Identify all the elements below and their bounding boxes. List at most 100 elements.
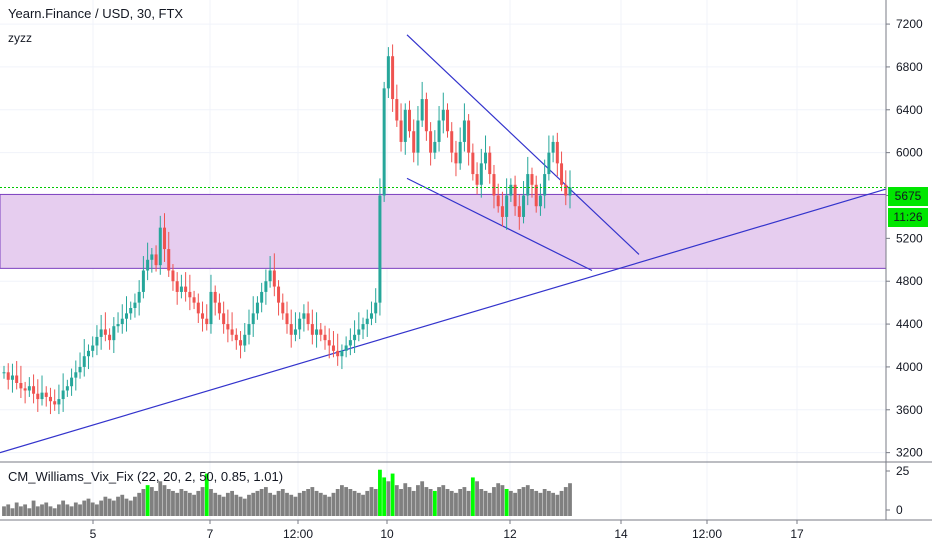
histogram-bar [344, 487, 349, 516]
chart-title: Yearn.Finance / USD, 30, FTX [8, 6, 184, 21]
candle-body [40, 392, 44, 400]
histogram-bar [314, 490, 319, 516]
candle-body [192, 297, 196, 303]
histogram-bar [65, 504, 70, 516]
candle-body [70, 377, 74, 387]
candle-body [454, 152, 458, 164]
histogram-bar [525, 485, 530, 516]
candle-body [395, 99, 399, 121]
histogram-bar [361, 494, 365, 516]
histogram-bar [470, 477, 475, 516]
x-tick-label: 10 [380, 527, 394, 541]
histogram-bar [365, 490, 370, 516]
candle-body [23, 388, 27, 391]
candle-body [112, 326, 116, 341]
candle-body [517, 206, 521, 217]
histogram-bar [268, 492, 273, 516]
histogram-bar [538, 492, 543, 516]
candle-body [285, 313, 289, 325]
histogram-bar [78, 504, 82, 516]
histogram-bar [35, 506, 40, 516]
candle-body [124, 313, 128, 319]
histogram-bar [534, 490, 539, 516]
histogram-bar [517, 489, 522, 516]
candle-body [500, 206, 504, 217]
x-tick-label: 12 [503, 527, 517, 541]
histogram-bar [483, 490, 488, 516]
histogram-bar [263, 487, 268, 516]
candle-body [209, 291, 213, 325]
candle-body [234, 334, 238, 341]
candle-body [522, 195, 526, 217]
histogram-bar [141, 489, 146, 516]
histogram-bar [230, 490, 234, 516]
histogram-bar [352, 490, 357, 516]
candle-body [424, 99, 428, 132]
y-tick-label: 6400 [896, 103, 923, 117]
candle-body [281, 302, 285, 314]
histogram-bar [542, 489, 547, 516]
candlestick-series [2, 44, 572, 415]
histogram-bar [116, 496, 120, 516]
indicator-y-tick-label: 0 [896, 503, 903, 517]
candle-body [310, 324, 314, 335]
histogram-bar [297, 492, 302, 516]
candle-body [19, 383, 23, 389]
histogram-bar [27, 508, 32, 516]
histogram-bar [175, 492, 180, 516]
histogram-bar [551, 492, 556, 516]
candle-body [416, 120, 420, 153]
indicator-histogram [0, 461, 932, 516]
candle-body [137, 291, 141, 303]
histogram-bar [323, 494, 327, 516]
candle-body [353, 334, 357, 341]
candle-body [319, 329, 323, 335]
histogram-bar [521, 487, 526, 516]
candle-body [57, 399, 61, 405]
histogram-bar [466, 490, 471, 516]
candle-body [272, 270, 276, 287]
histogram-bar [234, 494, 239, 516]
histogram-bar [69, 506, 74, 516]
candle-body [437, 120, 441, 142]
candle-body [479, 163, 483, 185]
candle-body [10, 375, 14, 380]
candle-body [560, 163, 564, 185]
histogram-bar [6, 504, 11, 516]
histogram-bar [340, 485, 344, 516]
candle-body [99, 329, 103, 337]
histogram-bar [285, 492, 289, 516]
candle-body [163, 227, 167, 250]
histogram-bar [272, 494, 277, 516]
candle-body [484, 152, 488, 164]
y-tick-label: 4400 [896, 317, 923, 331]
candle-body [260, 291, 264, 303]
histogram-bar [179, 489, 184, 516]
histogram-bar [14, 502, 19, 516]
candle-body [201, 313, 205, 319]
chart-subtitle: zyzz [8, 31, 32, 45]
candle-body [391, 56, 395, 100]
candle-body [374, 302, 378, 314]
candle-body [146, 259, 150, 271]
candle-body [95, 336, 99, 346]
candle-body [150, 254, 154, 260]
histogram-bar [259, 489, 264, 516]
histogram-bar [500, 485, 505, 516]
histogram-bar [90, 502, 95, 516]
histogram-bar [454, 492, 458, 516]
candle-body [306, 313, 310, 325]
y-tick-label: 5200 [896, 231, 923, 245]
histogram-bar [559, 490, 564, 516]
candle-body [378, 195, 382, 303]
candle-body [116, 324, 120, 327]
histogram-bar [449, 490, 454, 516]
histogram-bar [420, 481, 425, 516]
candle-body [564, 184, 568, 196]
y-tick-label: 3200 [896, 446, 923, 460]
histogram-bar [394, 485, 399, 516]
candle-body [6, 372, 10, 380]
candle-body [509, 184, 513, 196]
